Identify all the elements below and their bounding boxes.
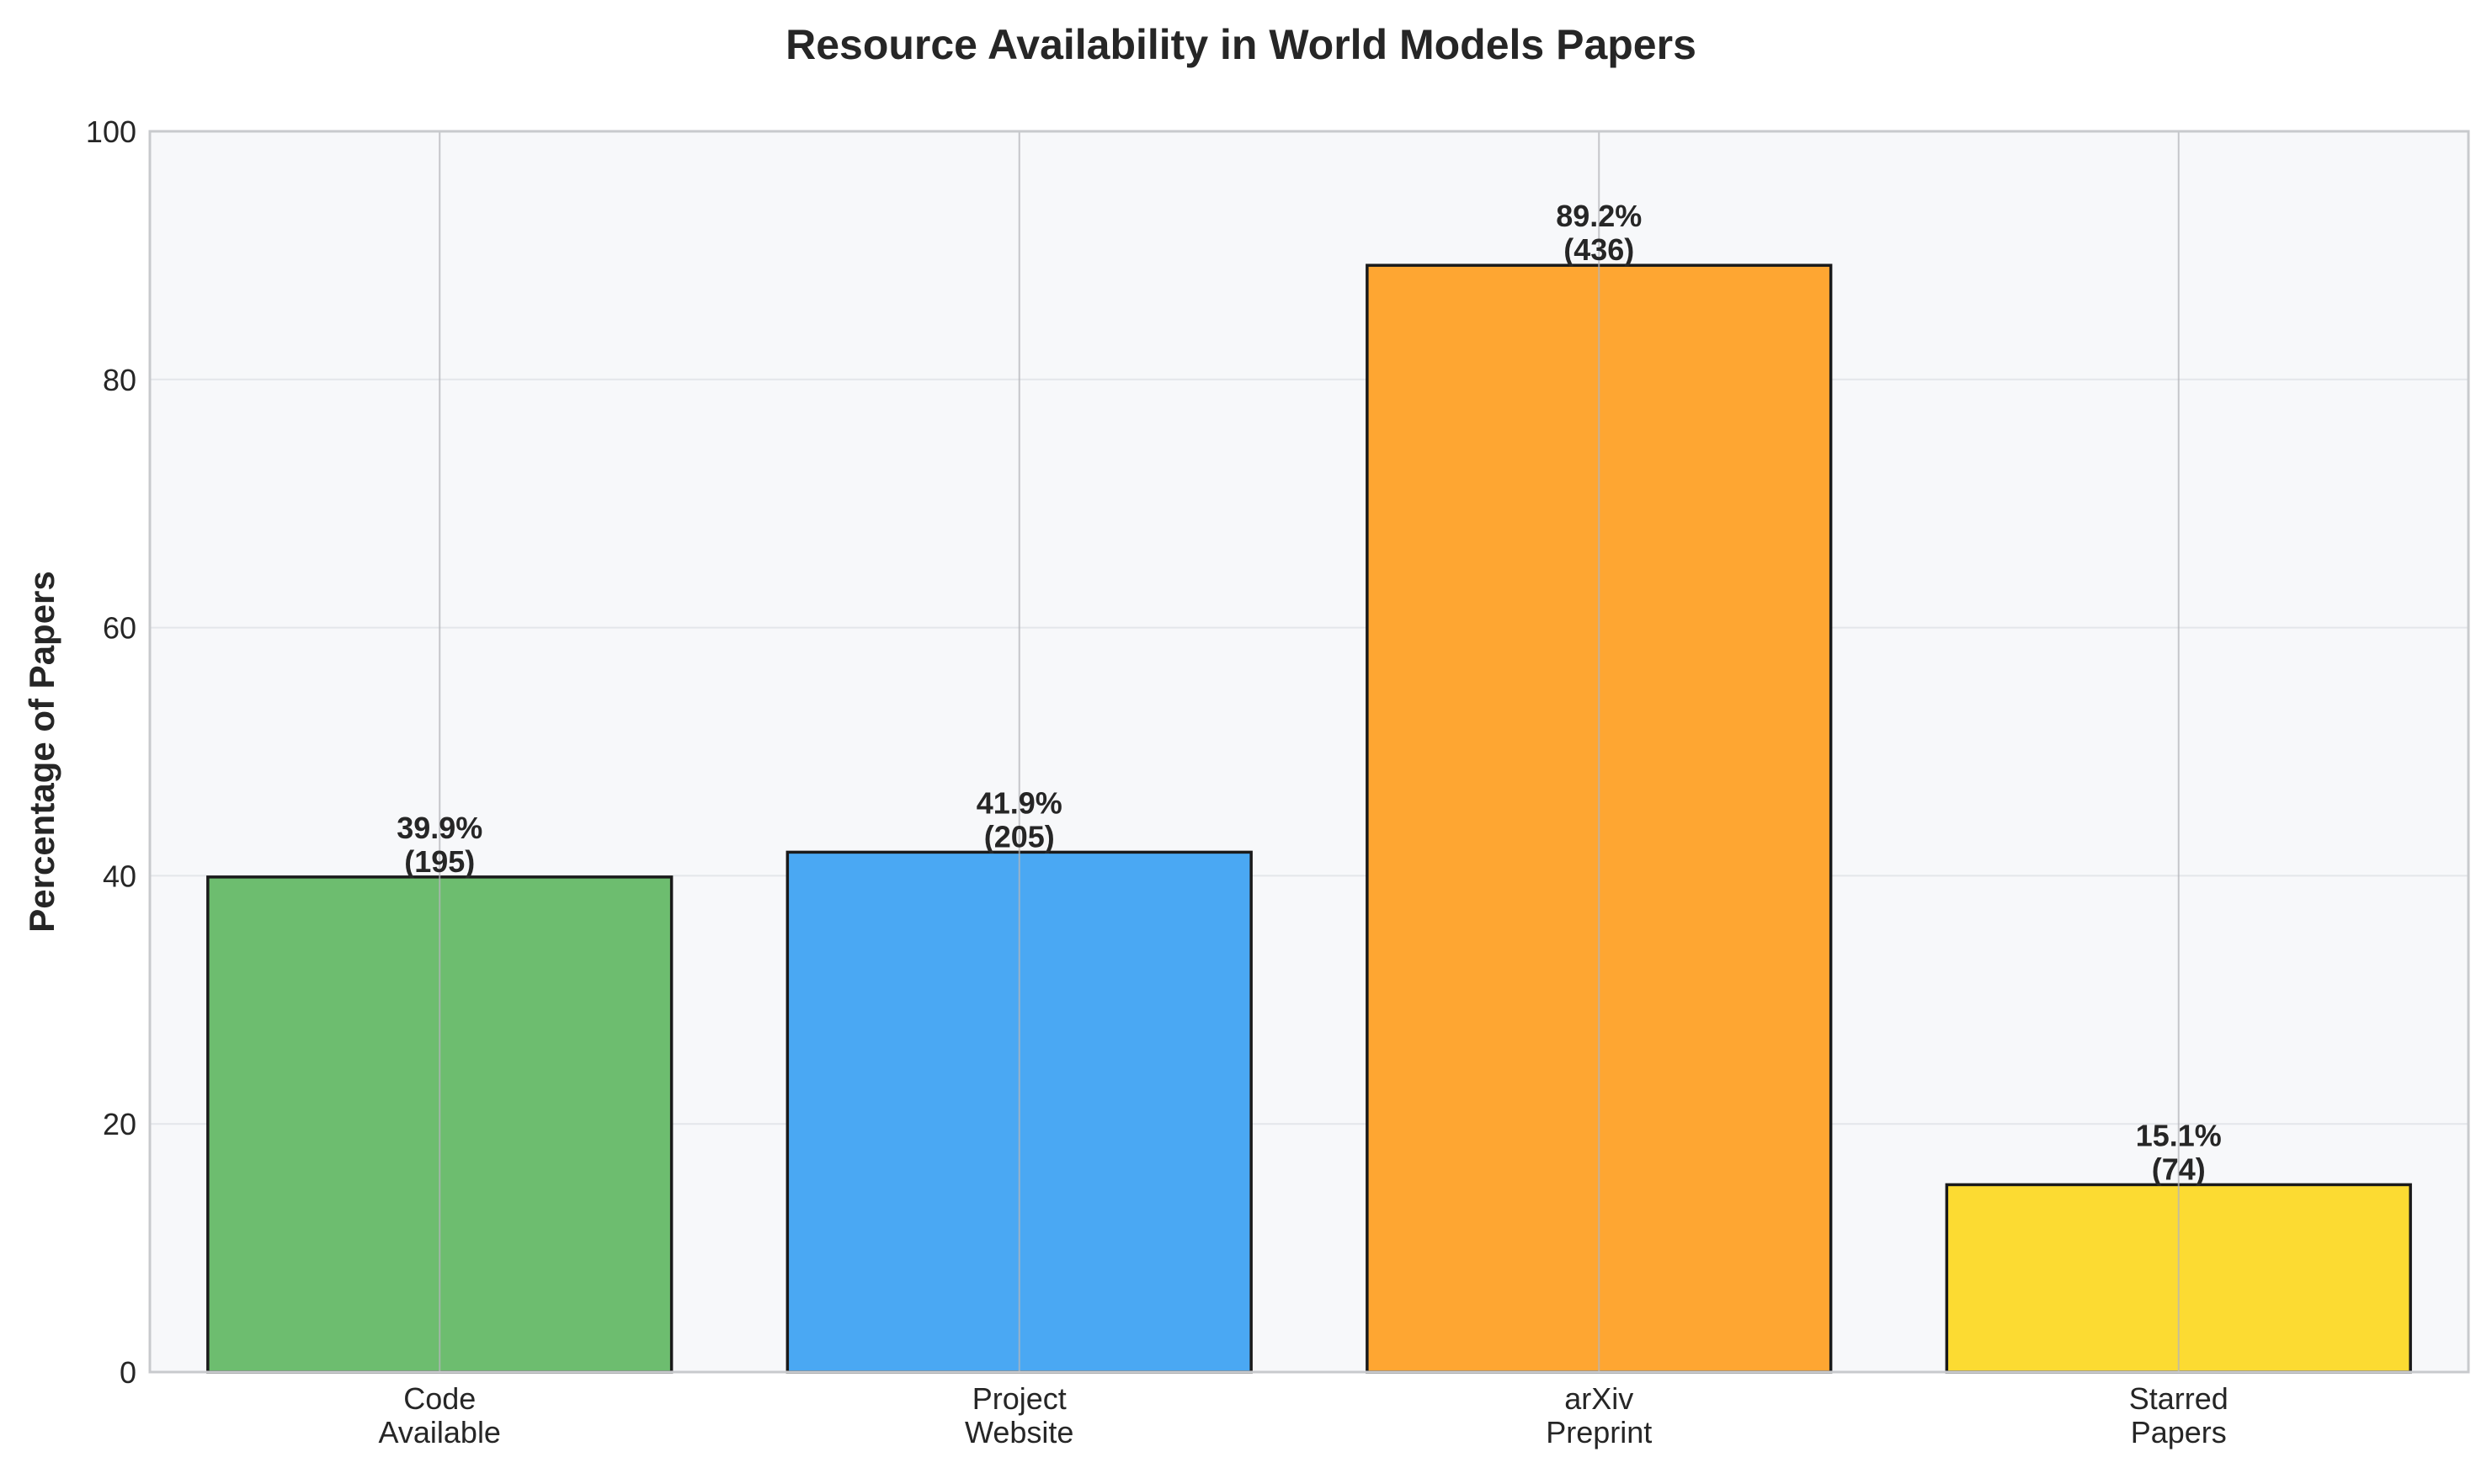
x-tick-label: Website: [965, 1415, 1073, 1449]
chart-title: Resource Availability in World Models Pa…: [785, 21, 1696, 68]
data-label-count: (74): [2152, 1152, 2206, 1186]
y-tick-label: 80: [103, 363, 136, 397]
y-tick-label: 40: [103, 859, 136, 893]
data-label-percent: 41.9%: [977, 785, 1062, 820]
x-tick-label: Project: [972, 1381, 1067, 1416]
y-tick-label: 60: [103, 611, 136, 646]
x-tick-label: Starred: [2129, 1381, 2228, 1416]
y-tick-label: 0: [120, 1355, 136, 1390]
x-tick-label: arXiv: [1564, 1381, 1633, 1416]
data-label-count: (195): [404, 844, 475, 879]
data-label-percent: 15.1%: [2136, 1118, 2222, 1152]
x-tick-label: Papers: [2131, 1415, 2227, 1449]
data-label-percent: 39.9%: [397, 811, 482, 845]
x-tick-label: Code: [403, 1381, 476, 1416]
data-label-count: (205): [984, 819, 1055, 854]
plot-frame: [148, 130, 2470, 1374]
data-label-percent: 89.2%: [1556, 199, 1642, 233]
y-axis-label: Percentage of Papers: [22, 571, 61, 933]
x-tick-label: Available: [379, 1415, 501, 1449]
data-label-count: (436): [1563, 232, 1634, 267]
y-tick-label: 100: [86, 114, 136, 149]
y-tick-label: 20: [103, 1107, 136, 1141]
x-tick-label: Preprint: [1546, 1415, 1652, 1449]
